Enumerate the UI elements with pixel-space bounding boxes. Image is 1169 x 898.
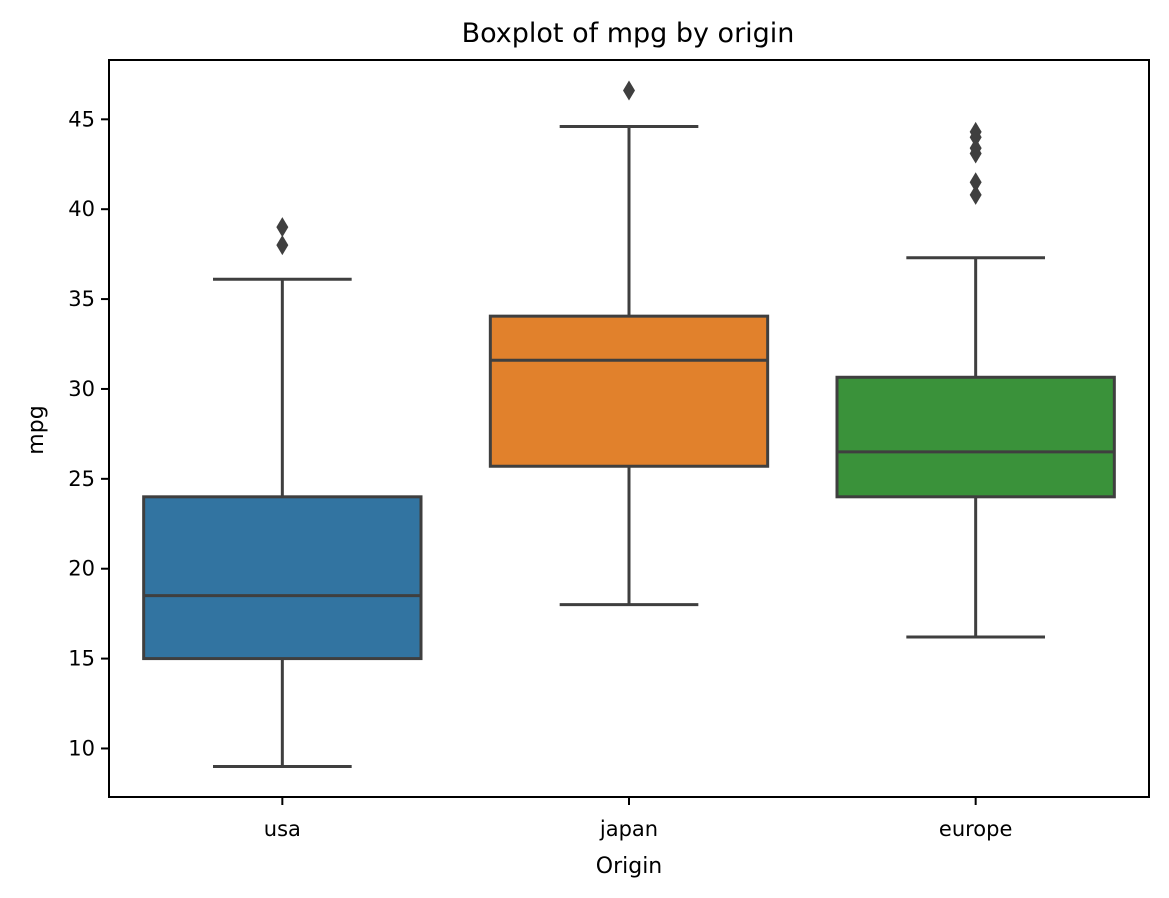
outlier-marker-europe-3 [969, 138, 982, 159]
y-tick-label-25: 25 [68, 467, 95, 491]
box-europe [835, 375, 1116, 499]
x-axis-label: Origin [596, 854, 663, 879]
outlier-marker-usa-1 [276, 217, 289, 238]
y-axis-label: mpg [24, 405, 49, 454]
y-tick-label-35: 35 [68, 287, 95, 311]
x-tick-label-usa: usa [264, 817, 301, 841]
y-tick-label-45: 45 [68, 107, 95, 131]
outlier-marker-europe-5 [969, 121, 982, 142]
x-tick-label-japan: japan [599, 817, 658, 841]
box-japan [488, 314, 770, 468]
y-tick-label-15: 15 [68, 647, 95, 671]
box-group-japan [488, 80, 770, 607]
outlier-marker-europe-1 [969, 172, 982, 193]
outlier-marker-europe-0 [969, 184, 982, 205]
y-tick-label-40: 40 [68, 197, 95, 221]
plot-area [142, 80, 1116, 768]
box-usa [142, 495, 423, 661]
outlier-marker-japan-0 [623, 80, 635, 101]
y-tick-label-20: 20 [68, 557, 95, 581]
x-tick-label-europe: europe [939, 817, 1013, 841]
x-axis: usa japan europe [264, 797, 1013, 841]
box-group-europe [835, 121, 1116, 639]
box-group-usa [142, 217, 423, 768]
y-axis: 10 15 20 25 30 35 40 45 [68, 107, 109, 760]
chart-title: Boxplot of mpg by origin [462, 18, 795, 49]
y-tick-label-30: 30 [68, 377, 95, 401]
y-tick-label-10: 10 [68, 736, 95, 760]
outlier-marker-usa-0 [276, 235, 289, 256]
